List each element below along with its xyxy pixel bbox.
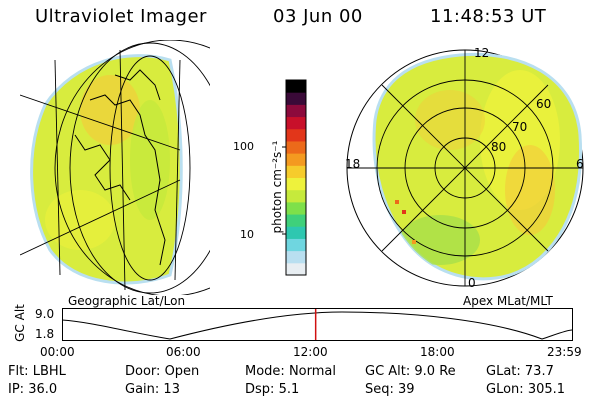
mlat-60-label: 60: [536, 97, 552, 111]
info-ip: IP: 36.0: [8, 382, 58, 397]
colorbar-tick-10: 10: [240, 228, 254, 241]
geographic-map: [20, 40, 210, 295]
info-glat: GLat: 73.7: [486, 364, 554, 379]
mlt-12-label: 12: [474, 46, 490, 60]
colorbar-stripe: [286, 250, 306, 264]
info-mode: Mode: Normal: [245, 364, 336, 379]
timeline-xtick-4: 23:59: [547, 345, 582, 359]
info-gain: Gain: 13: [125, 382, 180, 397]
colorbar-stripe: [286, 238, 306, 252]
colorbar-stripe: [286, 92, 306, 105]
colorbar-stripe: [286, 201, 306, 215]
timeline-xtick-1: 06:00: [166, 345, 201, 359]
colorbar-stripe: [286, 165, 306, 178]
timeline-ytick-top: 9.0: [35, 307, 55, 321]
timeline-xtick-2: 12:00: [293, 345, 328, 359]
info-door: Door: Open: [125, 364, 200, 379]
colorbar-stripe: [286, 153, 306, 166]
polar-plot: [346, 49, 584, 287]
timeline-xtick-3: 18:00: [420, 345, 455, 359]
mlat-70-label: 70: [512, 120, 528, 134]
mlt-6-label: 6: [576, 157, 584, 171]
geographic-caption: Geographic Lat/Lon: [68, 294, 186, 308]
mlt-0-label: 0: [468, 276, 476, 290]
instrument-title: Ultraviolet Imager: [35, 6, 207, 27]
timeline-plot: [62, 308, 573, 341]
colorbar-stripe: [286, 226, 306, 239]
image-date: 03 Jun 00: [273, 6, 363, 27]
colorbar-stripe: [286, 214, 306, 227]
timeline-axis-label: GC Alt: [13, 304, 27, 342]
colorbar-stripe: [286, 140, 306, 154]
colorbar-stripe: [286, 177, 306, 191]
info-filter: Flt: LBHL: [8, 364, 66, 379]
colorbar-unit-label: photon cm⁻²s⁻¹: [270, 140, 284, 234]
info-gc-alt: GC Alt: 9.0 Re: [365, 364, 456, 379]
info-dsp: Dsp: 5.1: [245, 382, 300, 397]
colorbar-tick-100: 100: [233, 140, 254, 153]
colorbar-stripe: [286, 189, 306, 203]
colorbar: [282, 79, 307, 276]
mlt-18-label: 18: [345, 157, 361, 171]
image-time: 11:48:53 UT: [430, 6, 547, 27]
info-seq: Seq: 39: [365, 382, 415, 397]
apex-caption: Apex MLat/MLT: [463, 294, 553, 308]
colorbar-stripe: [286, 262, 306, 276]
colorbar-stripe: [286, 116, 306, 130]
timeline-xtick-0: 00:00: [40, 345, 75, 359]
colorbar-stripe: [286, 128, 306, 142]
mlat-80-label: 80: [491, 140, 507, 154]
colorbar-stripe: [286, 104, 306, 118]
info-glon: GLon: 305.1: [486, 382, 566, 397]
colorbar-stripe: [286, 80, 306, 93]
timeline-ytick-bottom: 1.8: [35, 327, 55, 341]
